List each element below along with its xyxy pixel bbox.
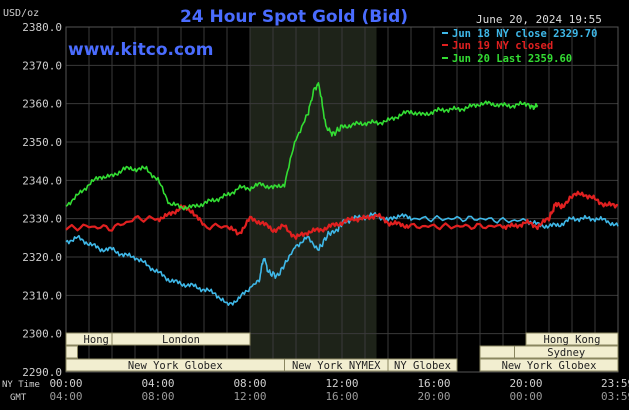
y-tick-label: 2350.0 <box>22 136 62 149</box>
series-line-3 <box>65 82 539 211</box>
timestamp: June 20, 2024 19:55 <box>476 13 602 26</box>
session-bar <box>479 345 515 359</box>
x-tick-label-gmt: 16:00 <box>325 390 358 403</box>
x-tick-label-ny: 00:00 <box>49 377 82 390</box>
x-tick-label-ny: 08:00 <box>233 377 266 390</box>
source-watermark: www.kitco.com <box>68 40 213 60</box>
session-label: Sydney <box>547 347 585 359</box>
series-line-2 <box>65 190 619 240</box>
y-tick-label: 2330.0 <box>22 213 62 226</box>
y-tick-label: 2310.0 <box>22 289 62 302</box>
x-tick-label-ny: 04:00 <box>141 377 174 390</box>
x-axis-ny-label: NY Time <box>2 380 40 390</box>
session-bar <box>111 332 251 346</box>
x-tick-label-gmt: 12:00 <box>233 390 266 403</box>
session-label: New York NYMEX <box>292 360 381 372</box>
x-tick-label-gmt: 08:00 <box>141 390 174 403</box>
chart-title: 24 Hour Spot Gold (Bid) <box>180 7 408 27</box>
legend-swatch <box>442 44 448 46</box>
x-tick-label-gmt: 00:00 <box>509 390 542 403</box>
y-tick-label: 2370.0 <box>22 59 62 72</box>
legend-label: Jun 19 NY closed <box>452 40 553 52</box>
y-tick-label: 2360.0 <box>22 98 62 111</box>
legend-label: Jun 20 Last 2359.60 <box>452 53 572 65</box>
legend-swatch <box>442 32 448 34</box>
x-tick-label-ny: 16:00 <box>417 377 450 390</box>
highlight-layer <box>250 27 377 372</box>
y-tick-label: 2340.0 <box>22 174 62 187</box>
legend-entry-jun18: Jun 18 NY close 2329.70 <box>442 28 597 40</box>
x-tick-label-ny: 23:59 <box>601 377 629 390</box>
x-tick-label-gmt: 03:59 <box>601 390 629 403</box>
session-bar <box>65 345 78 359</box>
session-label: New York Globex <box>128 360 223 372</box>
session-bar <box>387 358 458 372</box>
x-tick-label-gmt: 20:00 <box>417 390 450 403</box>
legend-label: Jun 18 NY close 2329.70 <box>452 28 597 40</box>
x-tick-label-ny: 12:00 <box>325 377 358 390</box>
x-tick-label-gmt: 04:00 <box>49 390 82 403</box>
legend-swatch <box>442 57 448 59</box>
session-label: NY Globex <box>394 360 451 372</box>
x-axis-gmt-label: GMT <box>10 393 27 403</box>
y-tick-label: 2300.0 <box>22 328 62 341</box>
session-label: London <box>162 334 200 346</box>
y-axis-unit-label: USD/oz <box>3 8 39 19</box>
y-tick-label: 2320.0 <box>22 251 62 264</box>
label-layer: 2380.0 2370.0 2360.0 2350.0 2340.0 2330.0 2320… <box>22 21 629 403</box>
session-layer: Hong Kong London New York Globex New York N… <box>65 332 619 372</box>
session-bar <box>525 332 619 346</box>
series-layer <box>65 82 619 307</box>
y-tick-label: 2290.0 <box>22 366 62 379</box>
y-tick-label: 2380.0 <box>22 21 62 34</box>
session-label: Hong Kong <box>544 334 601 346</box>
x-tick-label-ny: 20:00 <box>509 377 542 390</box>
session-label: New York Globex <box>502 360 597 372</box>
session-bar <box>479 358 619 372</box>
legend-entry-jun19: Jun 19 NY closed <box>442 40 553 52</box>
highlight-band <box>250 27 377 372</box>
legend-entry-jun20: Jun 20 Last 2359.60 <box>442 53 572 65</box>
legend: Jun 18 NY close 2329.70 Jun 19 NY closed… <box>442 28 597 65</box>
plot-frame <box>65 26 619 373</box>
